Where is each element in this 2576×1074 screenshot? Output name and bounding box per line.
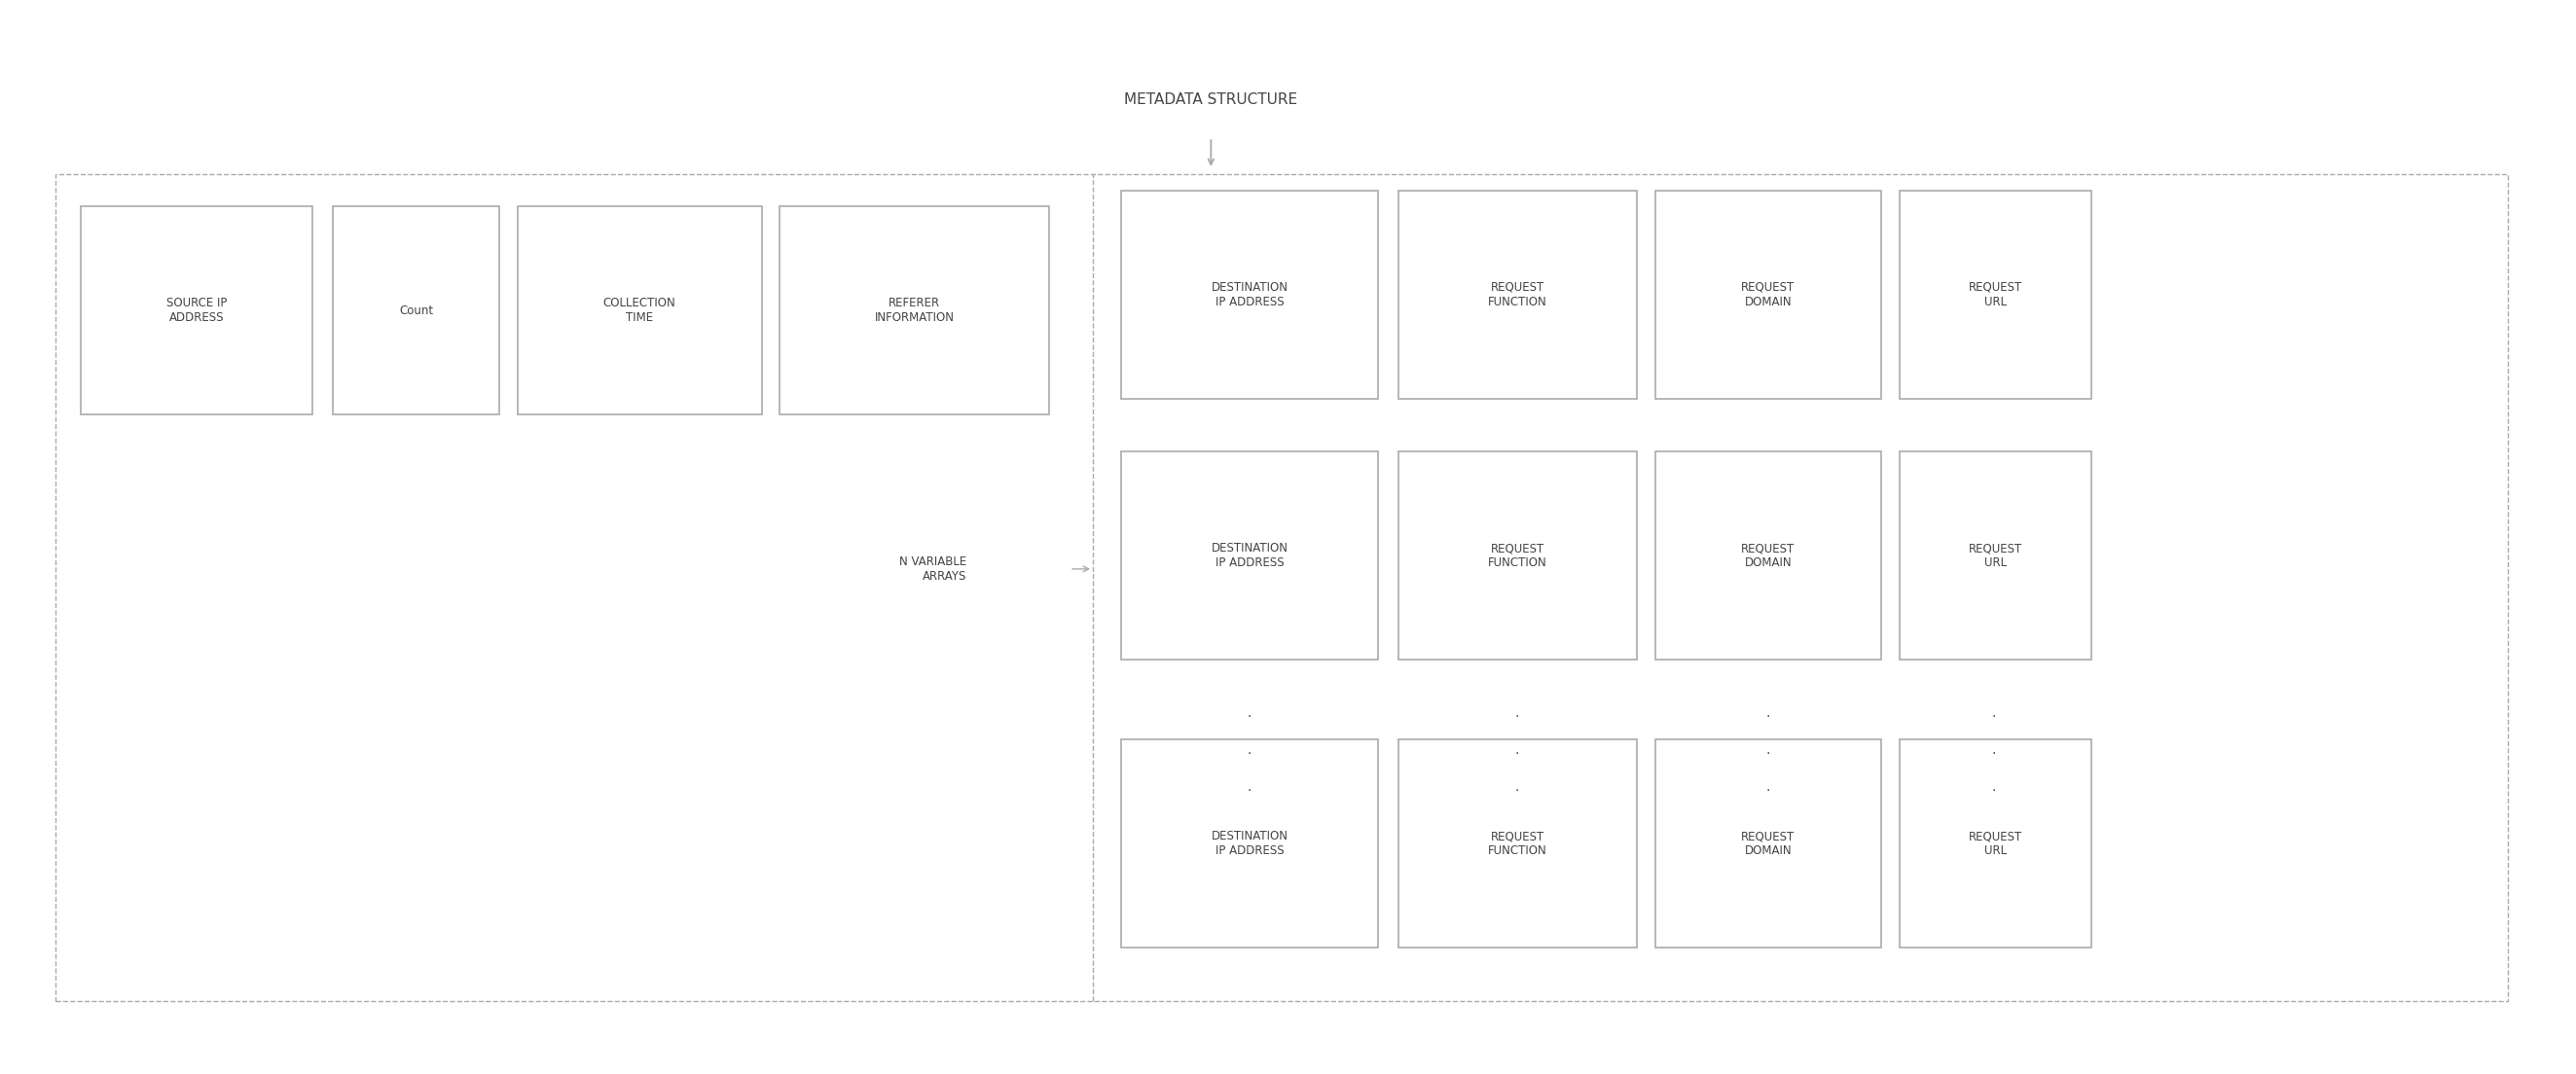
FancyBboxPatch shape <box>781 206 1048 415</box>
FancyBboxPatch shape <box>80 206 312 415</box>
FancyBboxPatch shape <box>1399 452 1638 659</box>
Text: .: . <box>1767 781 1770 795</box>
FancyBboxPatch shape <box>1656 190 1880 398</box>
FancyBboxPatch shape <box>1899 190 2092 398</box>
Text: METADATA STRUCTURE: METADATA STRUCTURE <box>1123 92 1298 107</box>
Text: .: . <box>1767 743 1770 757</box>
Text: REQUEST
URL: REQUEST URL <box>1968 542 2022 569</box>
Text: REQUEST
DOMAIN: REQUEST DOMAIN <box>1741 830 1795 857</box>
Text: .: . <box>1991 706 1996 720</box>
Text: REQUEST
FUNCTION: REQUEST FUNCTION <box>1489 542 1548 569</box>
FancyBboxPatch shape <box>1121 452 1378 659</box>
Text: REQUEST
DOMAIN: REQUEST DOMAIN <box>1741 281 1795 308</box>
Text: REQUEST
FUNCTION: REQUEST FUNCTION <box>1489 830 1548 857</box>
Text: .: . <box>1991 743 1996 757</box>
Text: DESTINATION
IP ADDRESS: DESTINATION IP ADDRESS <box>1211 830 1288 857</box>
Text: REQUEST
URL: REQUEST URL <box>1968 830 2022 857</box>
FancyBboxPatch shape <box>1656 740 1880 947</box>
Text: .: . <box>1247 781 1252 795</box>
Text: Count: Count <box>399 304 433 317</box>
Text: .: . <box>1767 706 1770 720</box>
Text: DESTINATION
IP ADDRESS: DESTINATION IP ADDRESS <box>1211 542 1288 569</box>
FancyBboxPatch shape <box>1121 740 1378 947</box>
Text: SOURCE IP
ADDRESS: SOURCE IP ADDRESS <box>167 296 227 324</box>
FancyBboxPatch shape <box>1399 740 1638 947</box>
Text: .: . <box>1247 706 1252 720</box>
Text: .: . <box>1515 781 1520 795</box>
Text: .: . <box>1515 743 1520 757</box>
Text: DESTINATION
IP ADDRESS: DESTINATION IP ADDRESS <box>1211 281 1288 308</box>
Text: REFERER
INFORMATION: REFERER INFORMATION <box>873 296 953 324</box>
Text: .: . <box>1515 706 1520 720</box>
FancyBboxPatch shape <box>1899 740 2092 947</box>
Text: REQUEST
FUNCTION: REQUEST FUNCTION <box>1489 281 1548 308</box>
FancyBboxPatch shape <box>1656 452 1880 659</box>
Text: COLLECTION
TIME: COLLECTION TIME <box>603 296 675 324</box>
Text: REQUEST
URL: REQUEST URL <box>1968 281 2022 308</box>
Text: REQUEST
DOMAIN: REQUEST DOMAIN <box>1741 542 1795 569</box>
FancyBboxPatch shape <box>1899 452 2092 659</box>
FancyBboxPatch shape <box>518 206 762 415</box>
FancyBboxPatch shape <box>332 206 500 415</box>
Text: N VARIABLE
ARRAYS: N VARIABLE ARRAYS <box>899 555 966 582</box>
Text: .: . <box>1991 781 1996 795</box>
FancyBboxPatch shape <box>1121 190 1378 398</box>
FancyBboxPatch shape <box>1399 190 1638 398</box>
Text: .: . <box>1247 743 1252 757</box>
